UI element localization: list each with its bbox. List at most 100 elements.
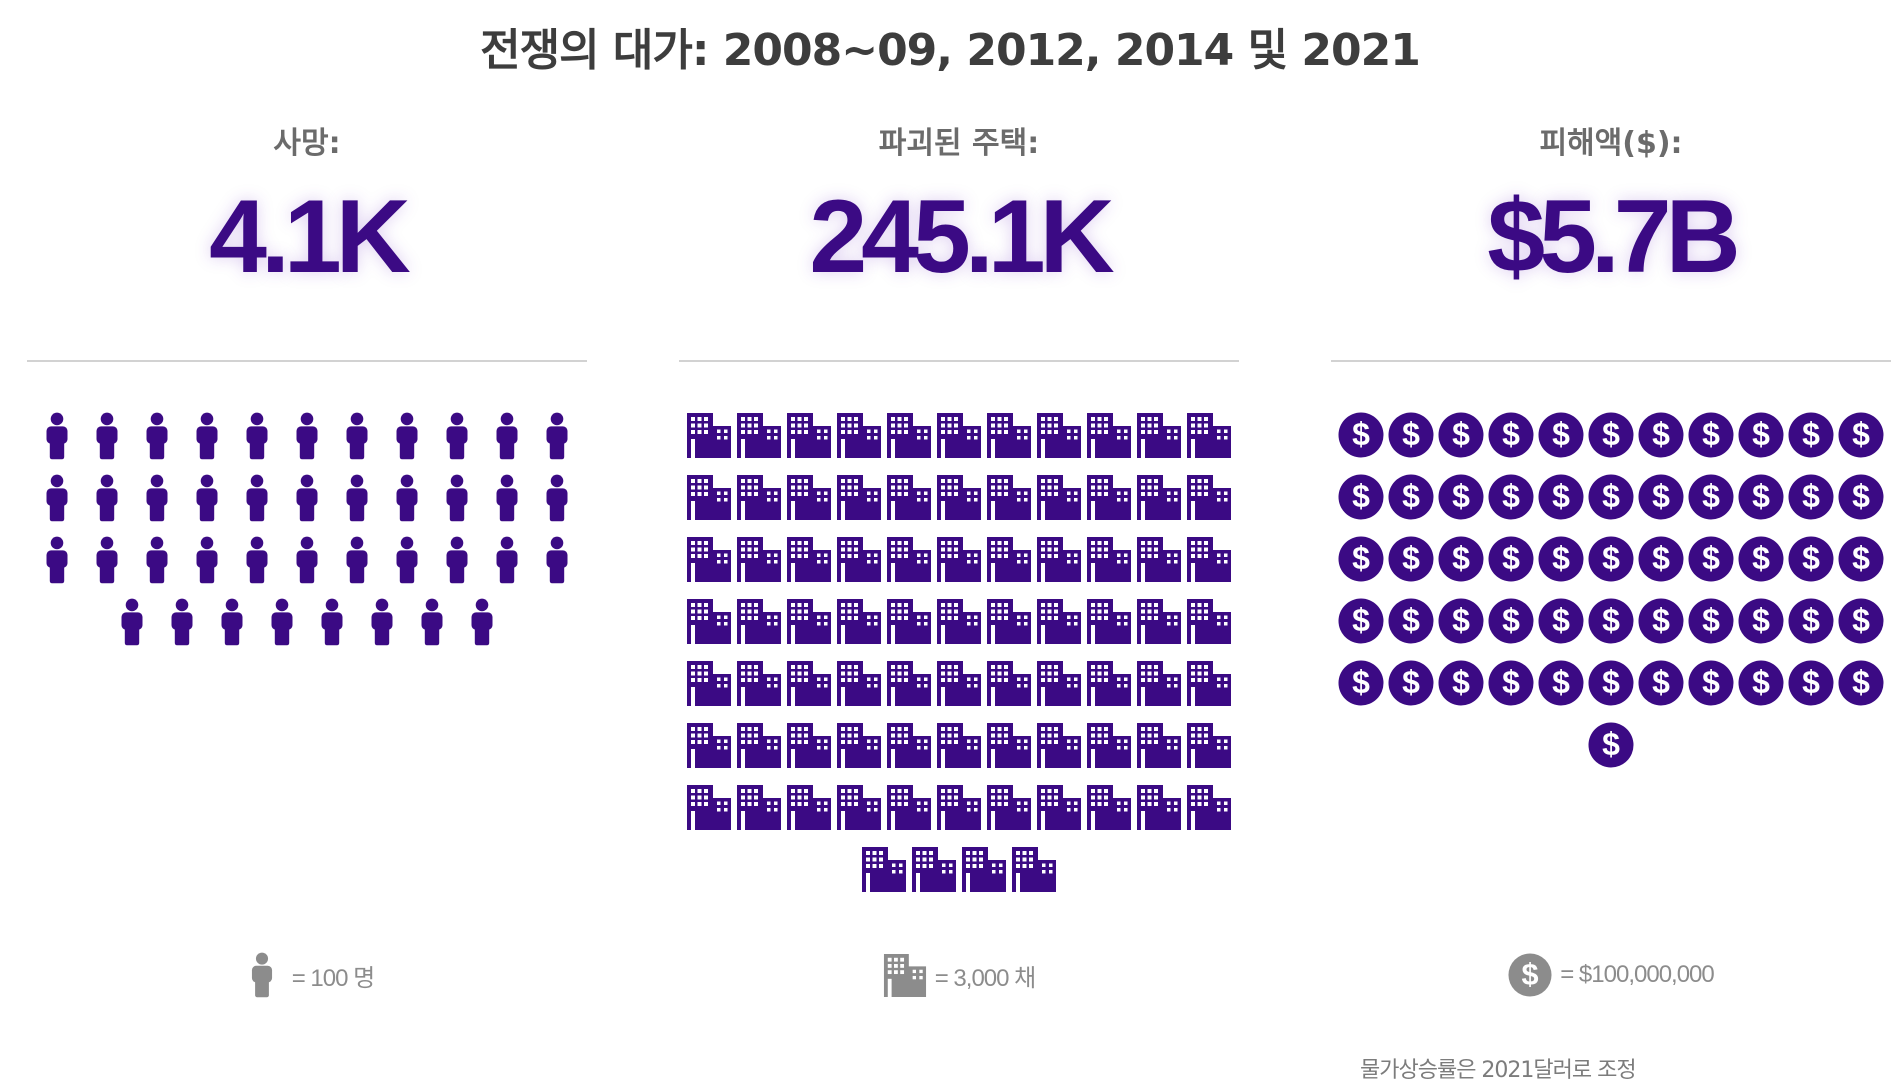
svg-text:$: $: [1352, 602, 1370, 638]
dollar-coin-icon: $: [1588, 598, 1634, 644]
dollar-coin-icon: $: [1438, 536, 1484, 582]
dollar-coin-icon: $: [1388, 474, 1434, 520]
houses-legend: = 3,000 채: [679, 952, 1239, 998]
building-icon: [687, 413, 731, 458]
building-icon: [1087, 475, 1131, 520]
svg-text:$: $: [1402, 416, 1420, 452]
dollar-coin-icon: $: [1638, 412, 1684, 458]
svg-text:$: $: [1352, 540, 1370, 576]
dollar-coin-icon: $: [1388, 536, 1434, 582]
person-icon: [546, 536, 568, 584]
person-icon: [546, 412, 568, 460]
svg-text:$: $: [1702, 664, 1720, 700]
dollar-coin-icon: $: [1538, 660, 1584, 706]
dollar-coin-icon: $: [1488, 474, 1534, 520]
svg-text:$: $: [1652, 478, 1670, 514]
building-icon: [837, 599, 881, 644]
svg-text:$: $: [1652, 416, 1670, 452]
person-icon: [171, 598, 193, 646]
building-icon: [837, 475, 881, 520]
dollar-coin-icon: $: [1638, 598, 1684, 644]
building-icon: [1187, 475, 1231, 520]
person-icon: [296, 412, 318, 460]
person-icon: [246, 474, 268, 522]
svg-text:$: $: [1752, 416, 1770, 452]
deaths-label: 사망:: [273, 126, 341, 161]
building-icon: [787, 413, 831, 458]
dollar-coin-icon: $: [1338, 536, 1384, 582]
person-icon: [46, 412, 68, 460]
dollar-coin-icon: $: [1388, 412, 1434, 458]
person-icon: [96, 474, 118, 522]
dollar-coin-icon: $: [1738, 536, 1784, 582]
deaths-column: 사망: 4.1K = 100 명: [27, 0, 587, 1090]
building-icon: [737, 661, 781, 706]
building-icon: [787, 537, 831, 582]
building-icon: [883, 953, 926, 997]
dollar-coin-icon: $: [1338, 660, 1384, 706]
building-icon: [737, 413, 781, 458]
deaths-value: 4.1K: [209, 179, 411, 295]
building-icon: [1187, 413, 1231, 458]
dollar-coin-icon: $: [1688, 660, 1734, 706]
houses-label: 파괴된 주택:: [878, 126, 1040, 161]
houses-divider: [679, 360, 1239, 362]
dollar-coin-icon: $: [1688, 474, 1734, 520]
svg-text:$: $: [1502, 602, 1520, 638]
building-icon: [937, 537, 981, 582]
building-icon: [987, 661, 1031, 706]
dollar-coin-icon: $: [1738, 598, 1784, 644]
svg-text:$: $: [1402, 540, 1420, 576]
damage-label: 피해액($):: [1539, 126, 1683, 161]
building-icon: [987, 723, 1031, 768]
building-icon: [1137, 475, 1181, 520]
building-icon: [737, 723, 781, 768]
building-icon: [737, 785, 781, 830]
building-icon: [912, 847, 956, 892]
person-icon: [496, 474, 518, 522]
dollar-coin-icon: $: [1588, 536, 1634, 582]
svg-text:$: $: [1852, 664, 1870, 700]
houses-column: 파괴된 주택: 245.1K = 3,000 채: [679, 0, 1239, 1090]
dollar-coin-icon: $: [1388, 598, 1434, 644]
svg-text:$: $: [1552, 478, 1570, 514]
svg-text:$: $: [1502, 416, 1520, 452]
damage-legend-text: = $100,000,000: [1560, 961, 1714, 988]
houses-value: 245.1K: [809, 179, 1114, 295]
building-icon: [1137, 723, 1181, 768]
dollar-coin-icon: $: [1838, 474, 1884, 520]
dollar-coin-icon: $: [1638, 660, 1684, 706]
building-icon: [787, 661, 831, 706]
building-icon: [887, 413, 931, 458]
dollar-coin-icon: $: [1588, 722, 1634, 768]
building-icon: [862, 847, 906, 892]
dollar-coin-icon: $: [1788, 536, 1834, 582]
page-title: 전쟁의 대가: 2008~09, 2012, 2014 및 2021: [480, 25, 1421, 76]
building-icon: [887, 785, 931, 830]
building-icon: [987, 599, 1031, 644]
dollar-coin-icon: $: [1488, 412, 1534, 458]
svg-text:$: $: [1552, 602, 1570, 638]
person-icon: [371, 598, 393, 646]
building-icon: [687, 785, 731, 830]
building-icon: [1137, 599, 1181, 644]
dollar-coin-icon: $: [1688, 598, 1734, 644]
person-icon: [46, 536, 68, 584]
svg-text:$: $: [1402, 478, 1420, 514]
svg-text:$: $: [1802, 478, 1820, 514]
building-icon: [1187, 599, 1231, 644]
houses-icon-grid: [679, 412, 1239, 908]
dollar-coin-icon: $: [1788, 660, 1834, 706]
svg-text:$: $: [1802, 540, 1820, 576]
building-icon: [787, 723, 831, 768]
svg-text:$: $: [1602, 540, 1620, 576]
person-icon: [46, 474, 68, 522]
dollar-coin-icon: $: [1588, 474, 1634, 520]
deaths-legend-text: = 100 명: [291, 964, 375, 992]
person-icon: [396, 474, 418, 522]
svg-text:$: $: [1502, 540, 1520, 576]
building-icon: [937, 599, 981, 644]
person-icon: [296, 536, 318, 584]
building-icon: [887, 599, 931, 644]
building-icon: [987, 785, 1031, 830]
